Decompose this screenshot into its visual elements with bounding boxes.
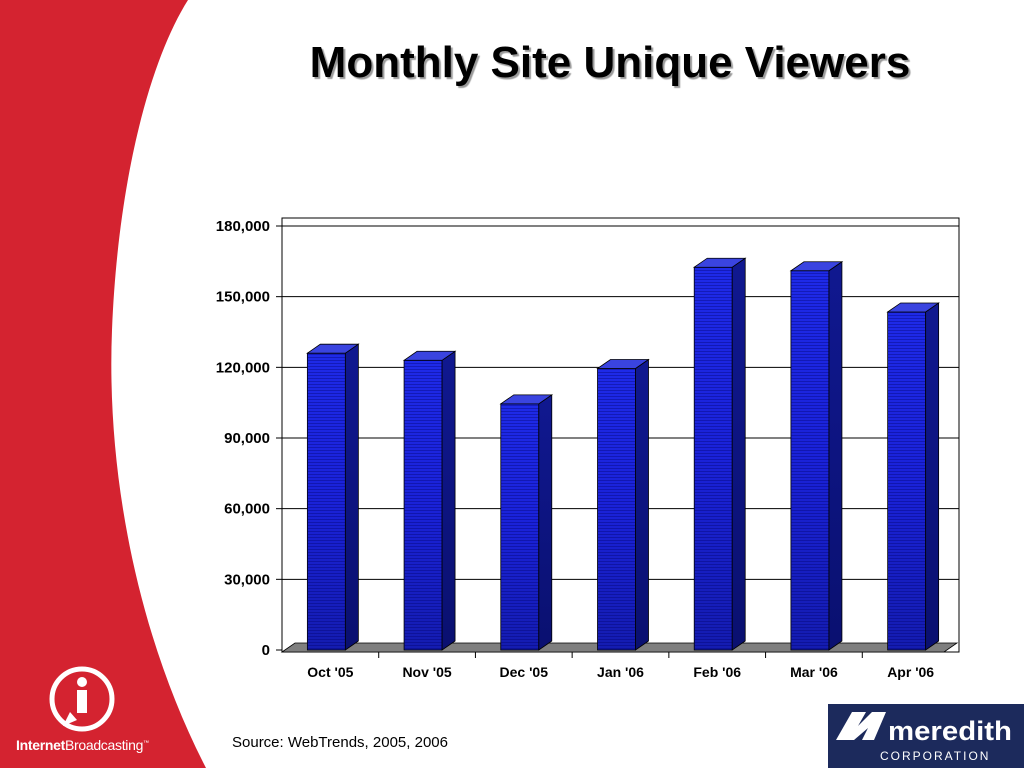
bar-front-stripes	[597, 368, 636, 650]
bar-top	[499, 394, 554, 405]
red-sidebar	[0, 0, 206, 768]
brand-bold-text: Internet	[16, 737, 65, 753]
bar-side	[635, 358, 649, 651]
bar-top	[886, 302, 940, 313]
y-tick-label: 60,000	[224, 501, 270, 518]
x-tick-label: Oct '05	[307, 664, 353, 680]
x-tick-label: Nov '05	[402, 664, 451, 680]
bar-front-stripes	[790, 270, 829, 650]
bar-top	[692, 257, 747, 268]
bar-top	[596, 359, 650, 369]
y-axis: 0 30,000 60,000 90,000 120,000 150,000 180,000	[216, 218, 282, 659]
brand-regular-text: Broadcasting	[64, 737, 144, 753]
x-tick-label: Mar '06	[790, 664, 838, 680]
bar-side	[344, 343, 359, 651]
bar-front-stripes	[404, 360, 443, 650]
bar	[789, 260, 844, 651]
meredith-logo: meredith CORPORATION	[828, 704, 1024, 768]
bar	[886, 302, 940, 651]
bar-side	[538, 394, 553, 651]
meredith-wordmark: meredith	[888, 716, 1012, 746]
meredith-corporation-label: CORPORATION	[880, 749, 990, 763]
x-tick-label: Feb '06	[693, 664, 741, 680]
bar-side	[731, 257, 746, 651]
bar	[596, 358, 650, 651]
bar-side	[441, 350, 456, 651]
bar	[499, 394, 554, 651]
info-i-icon	[49, 666, 115, 732]
bar-side	[925, 302, 940, 651]
trademark-mark: ™	[143, 740, 149, 747]
bar	[402, 350, 457, 651]
y-tick-label: 150,000	[216, 289, 270, 306]
y-tick-label: 0	[262, 642, 270, 659]
y-tick-label: 180,000	[216, 218, 270, 235]
bar-front-stripes	[307, 353, 346, 650]
bars	[306, 257, 940, 651]
bar-front-stripes	[694, 267, 733, 650]
bar-top	[306, 343, 360, 354]
bar-top	[789, 261, 844, 272]
bar	[692, 257, 747, 651]
bar	[306, 343, 360, 651]
y-tick-label: 120,000	[216, 359, 270, 376]
x-tick-label: Apr '06	[887, 664, 934, 680]
x-tick-label: Dec '05	[500, 664, 549, 680]
x-tick-label: Jan '06	[597, 664, 644, 680]
internet-broadcasting-wordmark: InternetBroadcasting™	[16, 737, 149, 753]
slide-title: Monthly Site Unique Viewers	[309, 38, 911, 87]
bar-front-stripes	[500, 403, 539, 650]
x-axis: Oct '05 Nov '05 Dec '05 Jan '06 Feb '06 Mar '…	[307, 652, 934, 680]
bar-side	[828, 260, 843, 651]
bar-top	[402, 350, 457, 361]
source-note: Source: WebTrends, 2005, 2006	[232, 734, 448, 751]
bar-front-stripes	[887, 311, 926, 650]
y-tick-label: 30,000	[224, 571, 270, 588]
y-tick-label: 90,000	[224, 430, 270, 447]
